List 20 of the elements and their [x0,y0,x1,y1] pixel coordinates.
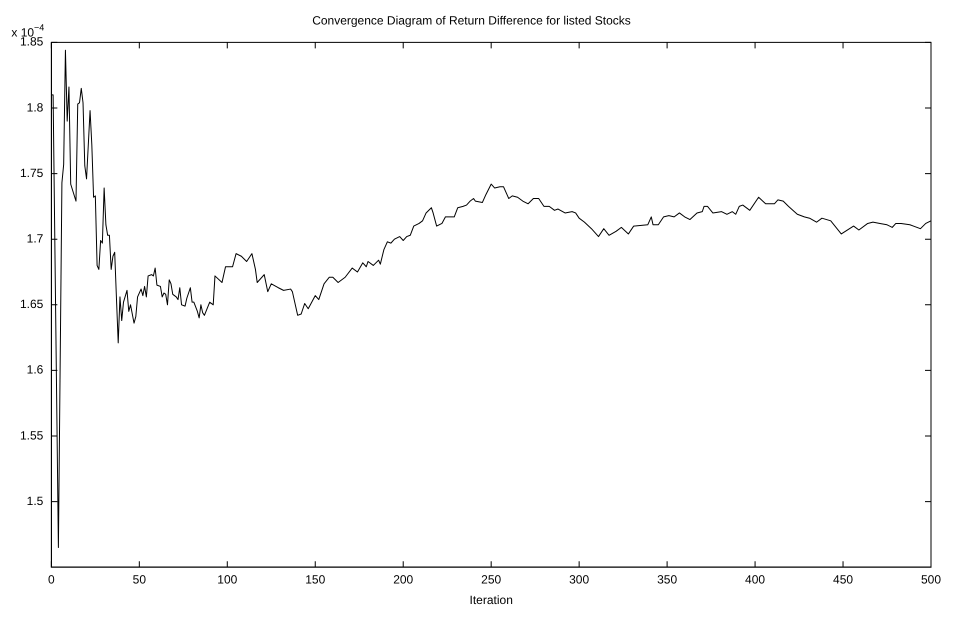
x-tick-label: 50 [132,572,146,587]
x-tick-label: 200 [393,572,414,587]
y-tick-label: 1.5 [26,494,44,508]
x-tick-label: 350 [657,572,678,587]
x-tick-label: 0 [48,572,56,587]
x-tick-label: 400 [745,572,766,587]
y-tick-label: 1.8 [26,100,44,114]
y-tick-label: 1.75 [20,166,44,180]
chart-title: Convergence Diagram of Return Difference for listed Stocks [312,14,631,28]
x-tick-label: 500 [920,572,942,587]
y-tick-label: 1.65 [20,297,44,312]
x-tick-label: 250 [481,572,502,587]
x-tick-label: 100 [217,572,238,587]
x-tick-label: 300 [569,572,590,587]
y-tick-label: 1.7 [26,232,44,246]
y-tick-label: 1.55 [20,428,44,442]
x-axis-title: Iteration [470,593,513,608]
y-tick-label: 1.6 [26,362,44,377]
x-tick-label: 150 [305,572,326,587]
x-tick-label: 450 [833,572,854,587]
